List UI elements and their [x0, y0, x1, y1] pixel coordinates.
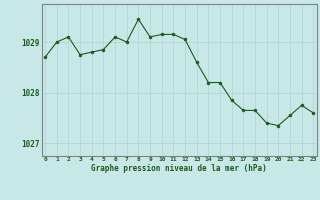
X-axis label: Graphe pression niveau de la mer (hPa): Graphe pression niveau de la mer (hPa): [91, 164, 267, 173]
